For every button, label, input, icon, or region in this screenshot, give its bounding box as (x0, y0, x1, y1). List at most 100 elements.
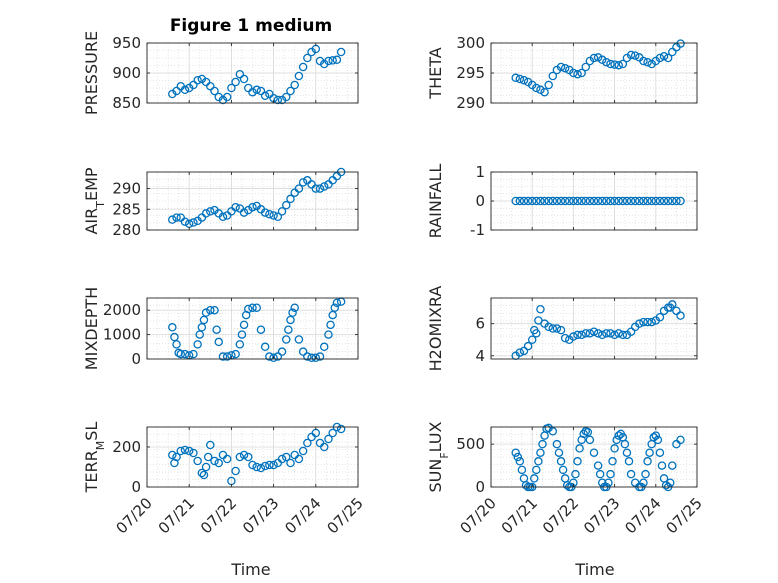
data-point (548, 427, 558, 436)
data-point (558, 465, 568, 475)
data-point (577, 68, 586, 78)
data-point (260, 461, 270, 471)
data-point (189, 218, 198, 227)
data-series (511, 300, 685, 361)
data-point (556, 62, 566, 72)
axes-frame (490, 297, 698, 360)
data-point (303, 53, 312, 63)
data-point (527, 196, 537, 206)
data-point (624, 457, 634, 466)
data-point (622, 196, 632, 206)
data-point (515, 348, 525, 357)
data-point (532, 83, 541, 93)
data-point (201, 462, 211, 472)
data-point (552, 324, 562, 333)
data-point (676, 39, 685, 48)
data-point (201, 308, 211, 317)
data-point (294, 71, 304, 81)
data-point (328, 56, 337, 65)
data-point (222, 92, 232, 102)
data-point (260, 342, 270, 352)
data-point (319, 182, 329, 191)
data-point (176, 349, 186, 359)
data-point (172, 340, 181, 349)
data-point (168, 215, 177, 224)
data-point (622, 448, 632, 457)
data-point (269, 211, 278, 220)
data-point (597, 196, 607, 206)
data-point (244, 452, 253, 462)
data-point (614, 329, 623, 338)
data-point (523, 196, 533, 206)
data-point (282, 200, 291, 210)
data-point (193, 456, 202, 466)
data-point (239, 74, 249, 84)
data-point (286, 86, 295, 96)
data-point (319, 342, 329, 352)
data-point (294, 184, 304, 193)
data-point (639, 317, 648, 327)
data-point (538, 439, 547, 449)
data-point (552, 196, 562, 206)
y-tick-label: 0 (131, 478, 141, 496)
data-point (256, 463, 266, 473)
data-point (610, 330, 619, 340)
data-point (307, 353, 316, 363)
data-point (180, 445, 190, 455)
data-point (540, 87, 549, 97)
data-point (303, 438, 312, 448)
data-point (536, 196, 545, 206)
data-point (189, 80, 198, 90)
data-point (298, 446, 308, 456)
data-point (231, 77, 240, 87)
data-point (676, 311, 685, 320)
data-point (180, 217, 190, 226)
data-point (536, 304, 545, 314)
data-point (653, 435, 663, 445)
data-point (168, 450, 177, 460)
data-point (626, 50, 636, 60)
data-point (248, 87, 257, 97)
data-point (583, 427, 593, 437)
data-point (282, 335, 291, 344)
data-point (635, 196, 644, 206)
axes-frame (146, 297, 359, 360)
data-point (602, 57, 611, 67)
data-point (199, 470, 209, 480)
data-point (315, 352, 325, 361)
data-point (655, 313, 665, 322)
data-point (277, 454, 287, 464)
data-point (298, 62, 308, 72)
data-point (515, 74, 525, 84)
data-point (273, 352, 283, 361)
data-point (608, 457, 617, 466)
data-point (256, 325, 266, 334)
data-point (260, 208, 270, 217)
y-axis-label: MIXDEPTH (82, 287, 101, 370)
data-point (193, 75, 202, 85)
data-point (581, 196, 591, 206)
data-point (273, 95, 283, 105)
data-point (197, 468, 207, 478)
data-point (641, 469, 650, 479)
data-point (620, 439, 630, 449)
data-point (571, 469, 580, 479)
data-point (585, 196, 595, 206)
data-point (548, 71, 558, 81)
data-point (515, 457, 525, 466)
data-point (294, 454, 304, 464)
data-point (290, 303, 299, 313)
data-point (610, 60, 619, 69)
data-point (548, 324, 558, 333)
data-point (614, 431, 623, 440)
data-point (606, 329, 615, 338)
data-point (212, 325, 221, 334)
data-point (597, 55, 607, 65)
y-axis-label: TERRMSL (82, 422, 107, 494)
data-point (277, 347, 287, 356)
data-point (655, 448, 665, 457)
data-point (218, 352, 228, 361)
data-point (511, 448, 520, 457)
data-point (269, 460, 278, 470)
data-point (668, 47, 677, 57)
